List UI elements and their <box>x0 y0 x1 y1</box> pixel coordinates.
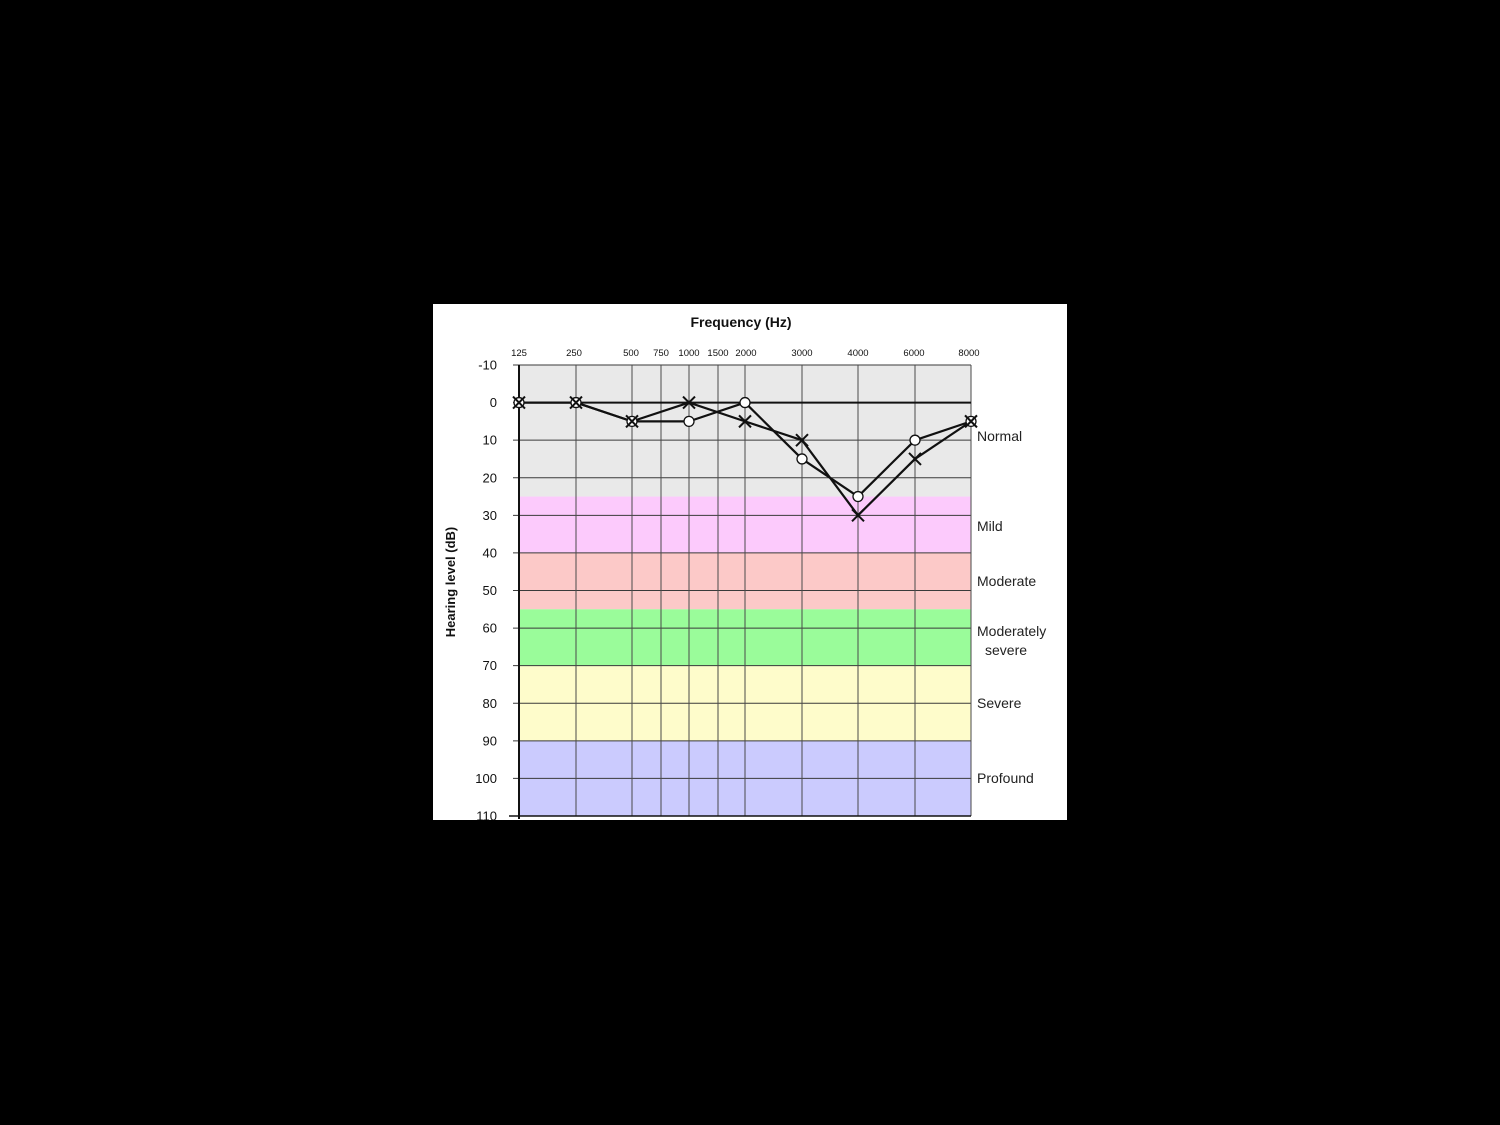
y-tick-label: 30 <box>483 508 497 523</box>
y-tick-label: 110 <box>476 809 497 821</box>
audiogram-card: Frequency (Hz) Hearing level (dB) 125 250… <box>433 304 1067 820</box>
y-tick-label: 90 <box>483 733 497 748</box>
x-tick-label: 6000 <box>903 348 924 359</box>
circle-marker <box>909 434 921 446</box>
band-label: Moderate <box>977 573 1036 589</box>
x-tick-label: 500 <box>623 348 639 359</box>
x-marker <box>851 508 865 523</box>
x-tick-label: 125 <box>511 348 527 359</box>
band-label: Normal <box>977 428 1022 444</box>
x-tick-label: 4000 <box>847 348 868 359</box>
x-marker <box>682 395 696 410</box>
x-marker <box>964 414 978 429</box>
y-tick-label: 10 <box>483 433 497 448</box>
x-marker <box>512 395 526 410</box>
y-tick-label: 50 <box>483 583 497 598</box>
y-tick-label: 40 <box>483 545 497 560</box>
band-label: Severe <box>977 695 1022 711</box>
y-tick-labels: -10 0 10 20 30 40 50 60 70 80 90 100 110 <box>475 358 497 821</box>
x-tick-label: 2000 <box>735 348 756 359</box>
band-labels: Normal Mild Moderate Moderately severe Severe… <box>977 428 1046 786</box>
circle-marker <box>683 415 695 428</box>
x-tick-label: 750 <box>653 348 669 359</box>
circle-marker <box>796 453 808 465</box>
y-tick-label: 60 <box>483 621 497 636</box>
band-label: Mild <box>977 518 1003 534</box>
y-tick-label: 0 <box>490 395 497 410</box>
y-tick-label: 80 <box>483 696 497 711</box>
x-tick-label: 8000 <box>958 348 979 359</box>
y-axis-label: Hearing level (dB) <box>443 527 458 638</box>
series-markers <box>512 395 978 523</box>
x-tick-label: 3000 <box>791 348 812 359</box>
x-tick-label: 1500 <box>707 348 728 359</box>
x-marker <box>738 414 752 429</box>
x-marker <box>569 395 583 410</box>
x-marker <box>908 452 922 466</box>
circle-marker <box>739 396 751 409</box>
circle-marker <box>852 490 864 503</box>
x-tick-label: 250 <box>566 348 582 359</box>
x-tick-label: 1000 <box>678 348 699 359</box>
x-marker <box>625 414 639 429</box>
x-marker <box>795 433 809 447</box>
y-tick-label: 100 <box>475 771 497 786</box>
y-tick-label: -10 <box>478 358 497 373</box>
chart-text: Frequency (Hz) Hearing level (dB) <box>443 314 792 637</box>
audiogram-chart: Frequency (Hz) Hearing level (dB) 125 250… <box>443 314 1046 821</box>
band-label: Profound <box>977 770 1034 786</box>
band-label: severe <box>985 642 1027 658</box>
y-tick-label: 70 <box>483 658 497 673</box>
band-label: Moderately <box>977 623 1046 639</box>
chart-title: Frequency (Hz) <box>690 314 791 330</box>
x-tick-labels: 125 250 500 750 1000 1500 2000 3000 4000 6000 8000 <box>511 348 980 359</box>
y-tick-label: 20 <box>483 470 497 485</box>
